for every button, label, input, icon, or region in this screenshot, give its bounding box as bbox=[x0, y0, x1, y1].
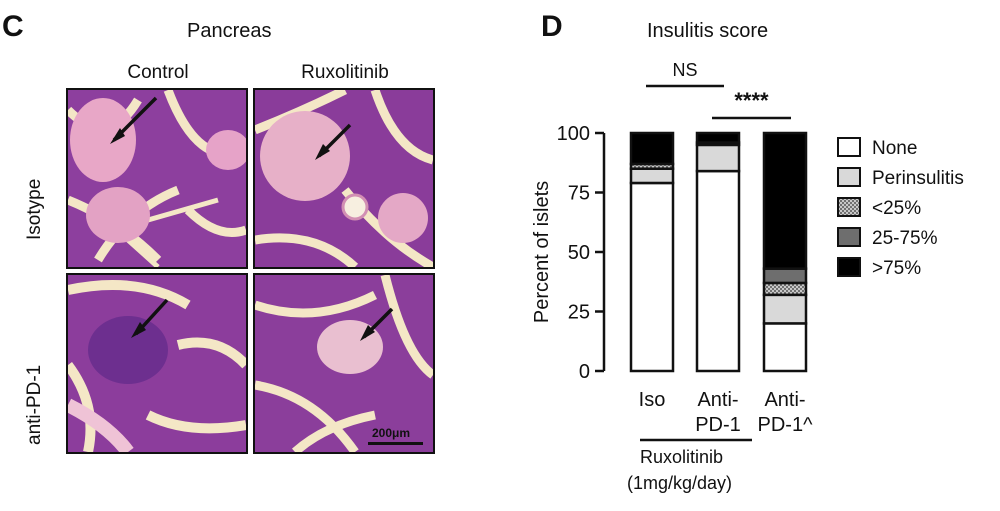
treatment-label-line1: Ruxolitinib bbox=[640, 447, 724, 467]
y-tick-label: 75 bbox=[568, 183, 590, 205]
significance-label: **** bbox=[734, 88, 769, 113]
legend-swatch bbox=[837, 137, 861, 157]
bar-segment-anti-pd-1-perinsulitis bbox=[695, 143, 741, 173]
significance-label: NS bbox=[672, 60, 697, 80]
bar-segment-iso-none bbox=[629, 181, 675, 373]
panel-c-title: Pancreas bbox=[187, 20, 272, 42]
bar-segment-anti-pd-1---75- bbox=[762, 131, 808, 270]
x-tick-label: Anti- bbox=[697, 389, 738, 411]
treatment-label-line2: (1mg/kg/day) bbox=[627, 473, 733, 493]
panel-d-title: Insulitis score bbox=[647, 20, 769, 42]
legend-swatch bbox=[837, 227, 861, 247]
x-tick-label: PD-1^ bbox=[758, 414, 814, 436]
column-label-control: Control bbox=[127, 62, 189, 83]
histology-image-ruxolitinib-anti-pd1 bbox=[253, 273, 435, 454]
column-label-ruxolitinib: Ruxolitinib bbox=[301, 62, 389, 83]
legend-swatch bbox=[837, 257, 861, 277]
bar-segment-anti-pd-1--25-75- bbox=[762, 267, 808, 285]
legend-swatch bbox=[837, 167, 861, 187]
bar-segment-anti-pd-1--75- bbox=[695, 131, 741, 144]
bar-segment-anti-pd-1-none bbox=[695, 169, 741, 373]
y-tick-label: 25 bbox=[568, 302, 590, 324]
panel-c-letter: C bbox=[2, 10, 24, 43]
bar-segment-anti-pd-1---25- bbox=[762, 281, 808, 297]
x-tick-label: PD-1 bbox=[695, 414, 741, 436]
histology-image-control-isotype bbox=[66, 88, 248, 269]
bar-segment-iso-perinsulitis bbox=[629, 167, 675, 185]
x-tick-label: Iso bbox=[639, 389, 666, 411]
bar-segment-anti-pd-1--perinsulitis bbox=[762, 293, 808, 325]
legend-label: 25-75% bbox=[872, 228, 938, 249]
panel-d-letter: D bbox=[541, 10, 563, 43]
legend-label: Perinsulitis bbox=[872, 168, 964, 189]
bar-segment-iso--75- bbox=[629, 131, 675, 166]
y-tick-label: 0 bbox=[579, 361, 590, 383]
x-tick-label: Anti- bbox=[764, 389, 805, 411]
y-axis-label: Percent of islets bbox=[531, 181, 553, 323]
scale-bar bbox=[368, 442, 423, 445]
bar-segment-anti-pd-1--none bbox=[762, 322, 808, 373]
legend-label: None bbox=[872, 138, 917, 159]
scale-bar-label: 200μm bbox=[372, 426, 411, 440]
histology-image-ruxolitinib-isotype bbox=[253, 88, 435, 269]
legend-label: >75% bbox=[872, 258, 921, 279]
legend-swatch bbox=[837, 197, 861, 217]
y-tick-label: 50 bbox=[568, 242, 590, 264]
y-tick-label: 100 bbox=[557, 123, 590, 145]
legend-label: <25% bbox=[872, 198, 921, 219]
histology-image-control-anti-pd1 bbox=[66, 273, 248, 454]
